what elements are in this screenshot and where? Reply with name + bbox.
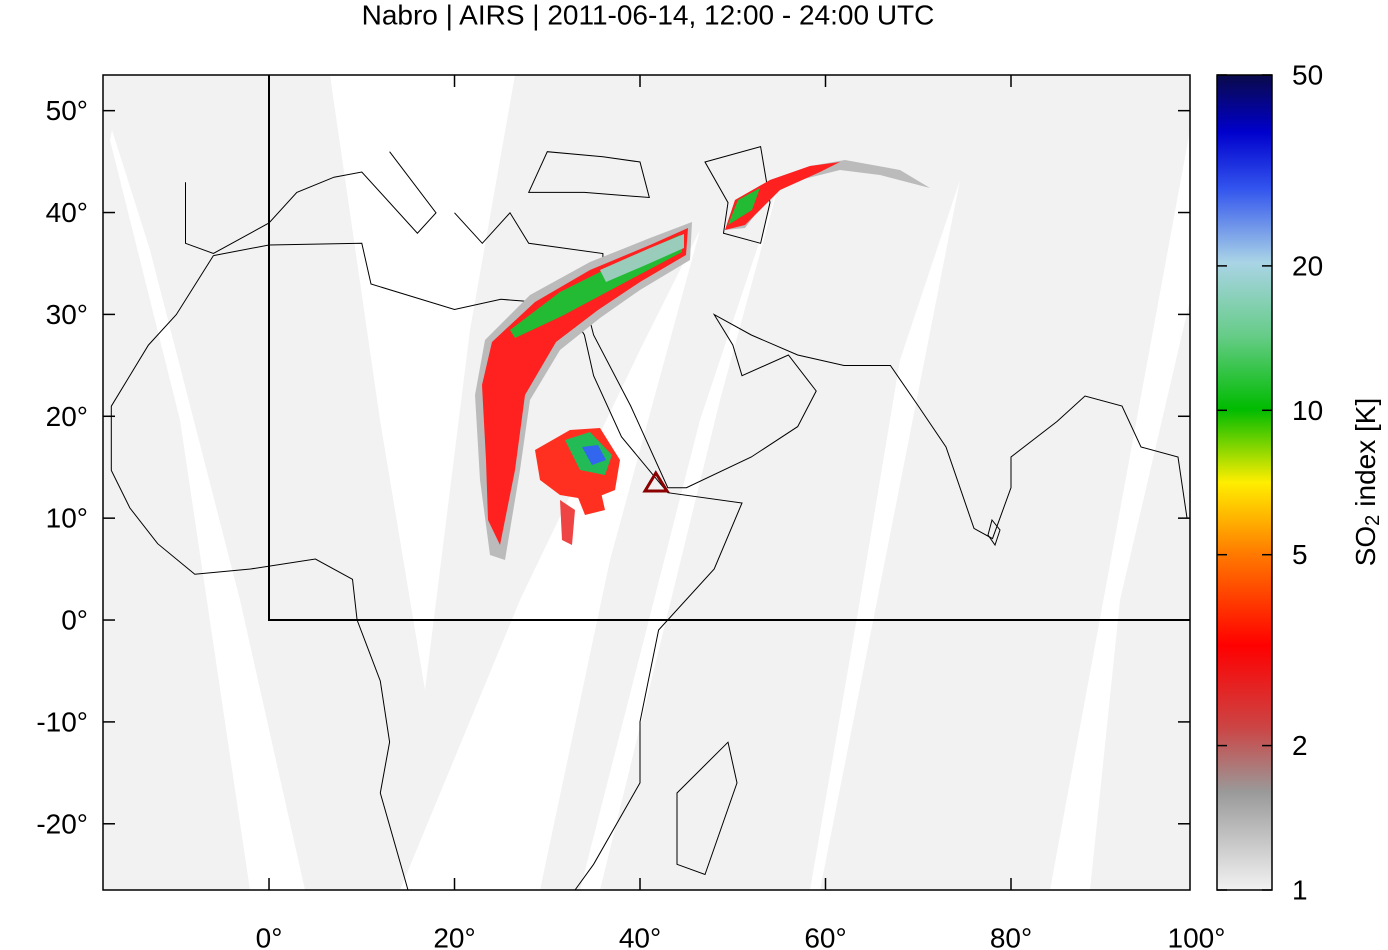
x-tick-label: 0°	[256, 923, 283, 950]
colorbar-tick-label: 50	[1292, 60, 1323, 91]
y-tick-label: -20°	[36, 808, 88, 839]
x-tick-label: 20°	[433, 923, 475, 950]
x-tick-label: 80°	[990, 923, 1032, 950]
colorbar-tick-label: 20	[1292, 250, 1323, 281]
volcano-marker	[642, 470, 670, 493]
colorbar	[1216, 74, 1273, 891]
y-tick-label: 20°	[46, 401, 88, 432]
y-tick-label: 10°	[46, 503, 88, 534]
y-tick-label: 0°	[61, 605, 88, 636]
map-area	[103, 75, 1190, 890]
x-tick-label: 100°	[1168, 923, 1226, 950]
y-tick-label: 40°	[46, 197, 88, 228]
x-tick-label: 60°	[804, 923, 846, 950]
x-tick-label: 40°	[619, 923, 661, 950]
colorbar-label-sub: 2	[1362, 515, 1384, 526]
so2-plume	[475, 160, 930, 560]
chart-title: Nabro | AIRS | 2011-06-14, 12:00 - 24:00…	[362, 0, 935, 31]
colorbar-tick-label: 10	[1292, 395, 1323, 426]
y-tick-label: 30°	[46, 299, 88, 330]
colorbar-label: SO2 index [K]	[1350, 398, 1385, 567]
swath-background	[103, 75, 1190, 890]
y-tick-label: 50°	[46, 95, 88, 126]
colorbar-label-main: SO	[1350, 526, 1381, 566]
colorbar-tick-label: 1	[1292, 875, 1308, 906]
region-box	[268, 75, 1190, 621]
map-frame	[102, 74, 1191, 891]
y-tick-label: -10°	[36, 706, 88, 737]
colorbar-tick-label: 5	[1292, 539, 1308, 570]
colorbar-tick-label: 2	[1292, 730, 1308, 761]
colorbar-label-rest: index [K]	[1350, 398, 1381, 507]
